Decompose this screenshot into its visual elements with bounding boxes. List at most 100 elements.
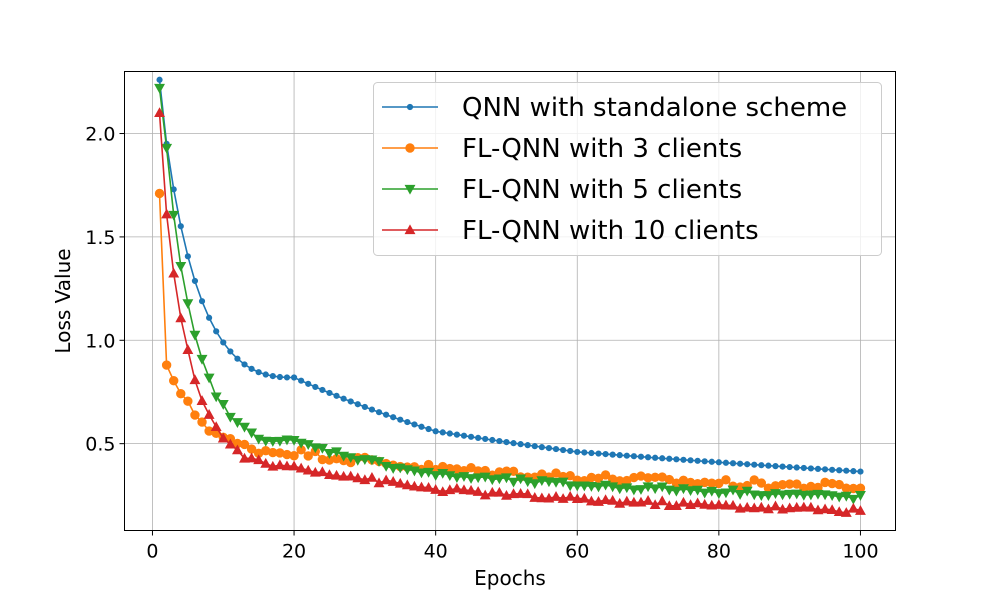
data-point	[578, 481, 590, 492]
data-point	[175, 261, 187, 272]
data-point	[727, 499, 739, 510]
data-point	[309, 466, 321, 477]
data-point	[316, 443, 328, 454]
data-point	[169, 375, 179, 386]
data-point	[253, 454, 265, 465]
data-point	[673, 456, 680, 463]
data-point	[621, 495, 633, 506]
data-point	[770, 500, 781, 511]
data-point	[206, 314, 213, 321]
data-point	[630, 453, 637, 460]
data-point	[467, 433, 475, 440]
data-point	[821, 466, 829, 473]
data-point	[347, 398, 354, 405]
data-point	[581, 449, 588, 456]
x-axis-label: Epochs	[474, 566, 546, 590]
data-point	[635, 485, 647, 495]
data-point	[281, 435, 293, 446]
series-3	[154, 83, 866, 505]
data-point	[755, 491, 767, 501]
data-point	[508, 477, 519, 488]
data-point	[706, 499, 718, 510]
data-point	[616, 452, 623, 459]
data-point	[772, 463, 779, 470]
data-point	[203, 409, 215, 419]
data-point	[361, 403, 368, 411]
data-point	[550, 491, 562, 501]
data-point	[829, 466, 836, 473]
data-point	[465, 474, 477, 484]
data-point	[175, 312, 187, 323]
data-point	[800, 464, 807, 472]
data-point	[663, 485, 675, 496]
data-point	[380, 474, 392, 485]
data-point	[833, 492, 845, 503]
data-point	[425, 425, 432, 433]
data-point	[508, 466, 519, 476]
data-point	[224, 438, 236, 449]
data-point	[298, 377, 305, 384]
data-point	[784, 489, 796, 500]
data-point	[189, 374, 201, 385]
data-point	[734, 502, 746, 513]
data-point	[503, 439, 510, 446]
data-point	[663, 500, 675, 511]
data-point	[798, 501, 810, 512]
data-point	[670, 486, 682, 497]
data-point	[857, 468, 864, 475]
data-point	[302, 440, 314, 450]
data-point	[713, 499, 725, 509]
data-point	[493, 486, 505, 497]
data-point	[793, 464, 800, 471]
data-point	[666, 455, 673, 462]
data-point	[289, 451, 299, 461]
data-point	[847, 494, 859, 505]
legend-entry: FL-QNN with 10 clients	[382, 216, 759, 246]
data-point	[571, 481, 583, 492]
data-point	[432, 428, 439, 435]
data-point	[805, 490, 817, 501]
data-point	[210, 421, 222, 432]
data-point	[246, 452, 258, 463]
data-point	[231, 444, 243, 455]
data-point	[411, 421, 418, 428]
data-point	[578, 492, 590, 503]
data-point	[833, 506, 845, 517]
data-point	[224, 412, 236, 423]
data-point	[715, 459, 722, 466]
data-point	[260, 436, 272, 447]
data-point	[479, 472, 491, 483]
data-point	[602, 450, 609, 458]
data-point	[168, 210, 180, 221]
data-point	[814, 465, 822, 472]
data-point	[855, 491, 866, 501]
data-point	[472, 486, 484, 496]
data-point	[510, 440, 517, 447]
data-point	[729, 460, 737, 467]
data-point	[458, 484, 470, 495]
data-point	[699, 498, 711, 509]
data-point	[659, 455, 666, 462]
data-point	[721, 475, 731, 485]
data-point	[807, 465, 814, 472]
data-point	[303, 451, 313, 461]
data-point	[387, 476, 399, 486]
data-point	[515, 474, 527, 485]
data-point	[239, 422, 250, 433]
legend-box	[373, 82, 882, 256]
legend-label: FL-QNN with 3 clients	[462, 134, 742, 164]
data-point	[529, 492, 541, 502]
data-point	[156, 76, 163, 83]
data-point	[451, 482, 463, 493]
data-point	[637, 453, 645, 460]
data-point	[161, 360, 172, 370]
data-point	[751, 461, 758, 468]
series-layer	[154, 76, 866, 517]
data-point	[552, 445, 560, 453]
data-point	[281, 460, 293, 471]
legend-marker	[405, 143, 415, 153]
data-point	[394, 477, 406, 488]
data-point	[559, 446, 567, 454]
data-point	[765, 462, 772, 469]
data-point	[595, 450, 602, 457]
